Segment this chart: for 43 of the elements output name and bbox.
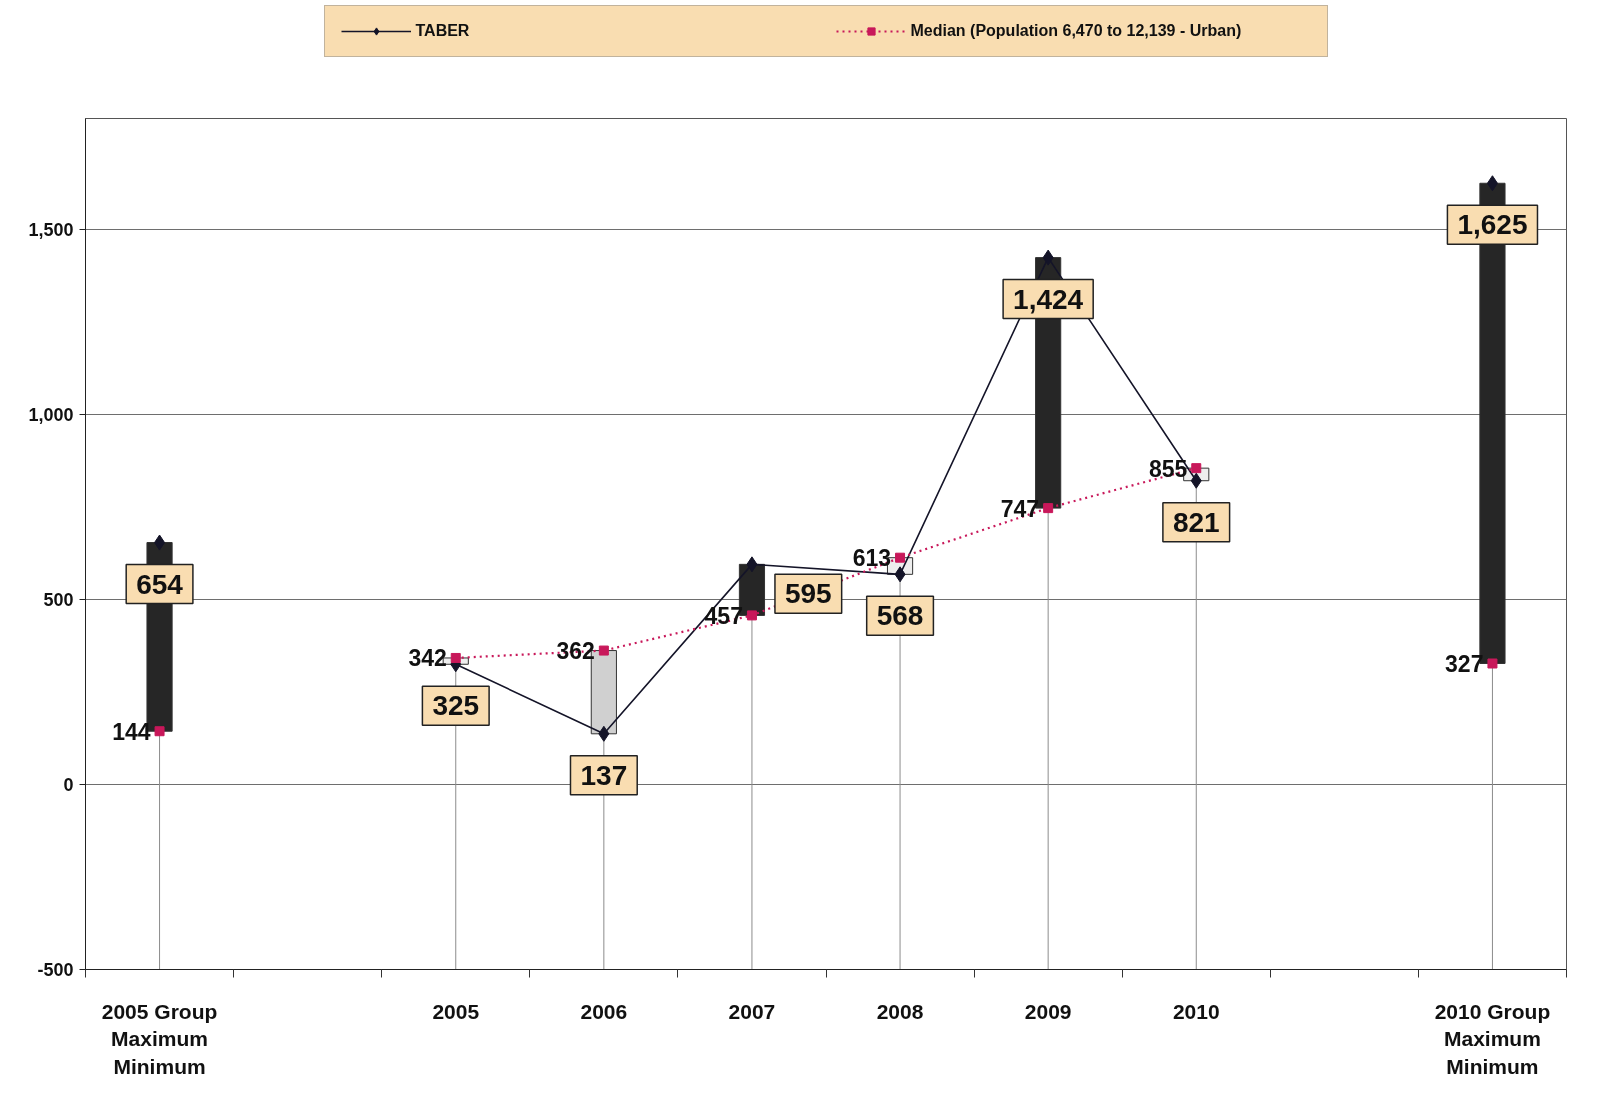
x-tick-label: 2010 Group Maximum Minimum xyxy=(1434,999,1551,1078)
data-label: 568 xyxy=(876,600,924,632)
point xyxy=(598,725,610,742)
data-label: 654 xyxy=(136,568,184,600)
x-tick-label: 2008 xyxy=(876,999,924,1023)
point xyxy=(154,534,166,551)
data-label: 137 xyxy=(580,759,628,791)
data-label: 821 xyxy=(1172,506,1220,538)
point xyxy=(598,645,609,656)
data-label: 613 xyxy=(852,545,892,572)
point xyxy=(746,556,758,573)
data-label: 1,424 xyxy=(1013,283,1084,315)
data-label: 1,625 xyxy=(1457,209,1528,241)
data-label: 325 xyxy=(432,690,480,722)
point xyxy=(895,552,906,563)
y-tick-label: 0 xyxy=(63,775,74,795)
legend-label: TABER xyxy=(415,22,471,40)
point xyxy=(1042,249,1054,266)
legend-label: Median (Population 6,470 to 12,139 - Urban) xyxy=(910,22,1243,40)
y-tick-label: 1,500 xyxy=(28,220,74,240)
y-tick-label: 1,000 xyxy=(28,405,74,425)
x-tick-label: 2006 xyxy=(580,999,628,1023)
x-tick-label: 2005 xyxy=(432,999,480,1023)
data-label: 362 xyxy=(556,638,595,665)
y-tick-label: -500 xyxy=(37,960,74,980)
data-label: 342 xyxy=(408,645,447,672)
x-tick-label: 2009 xyxy=(1024,999,1072,1023)
data-label: 327 xyxy=(1445,651,1484,678)
point xyxy=(1191,463,1202,474)
data-label: 747 xyxy=(1000,495,1040,522)
point xyxy=(1487,658,1498,669)
point xyxy=(746,610,757,621)
x-tick-label: 2010 xyxy=(1172,999,1220,1023)
point xyxy=(450,652,461,663)
point xyxy=(1486,175,1498,192)
point xyxy=(154,726,165,737)
point xyxy=(1043,503,1054,514)
y-tick-label: 500 xyxy=(43,590,74,610)
data-label: 595 xyxy=(784,578,832,610)
x-tick-label: 2005 Group Maximum Minimum xyxy=(101,999,218,1078)
x-tick-label: 2007 xyxy=(728,999,776,1023)
data-label: 144 xyxy=(112,718,151,745)
point xyxy=(1190,472,1202,489)
